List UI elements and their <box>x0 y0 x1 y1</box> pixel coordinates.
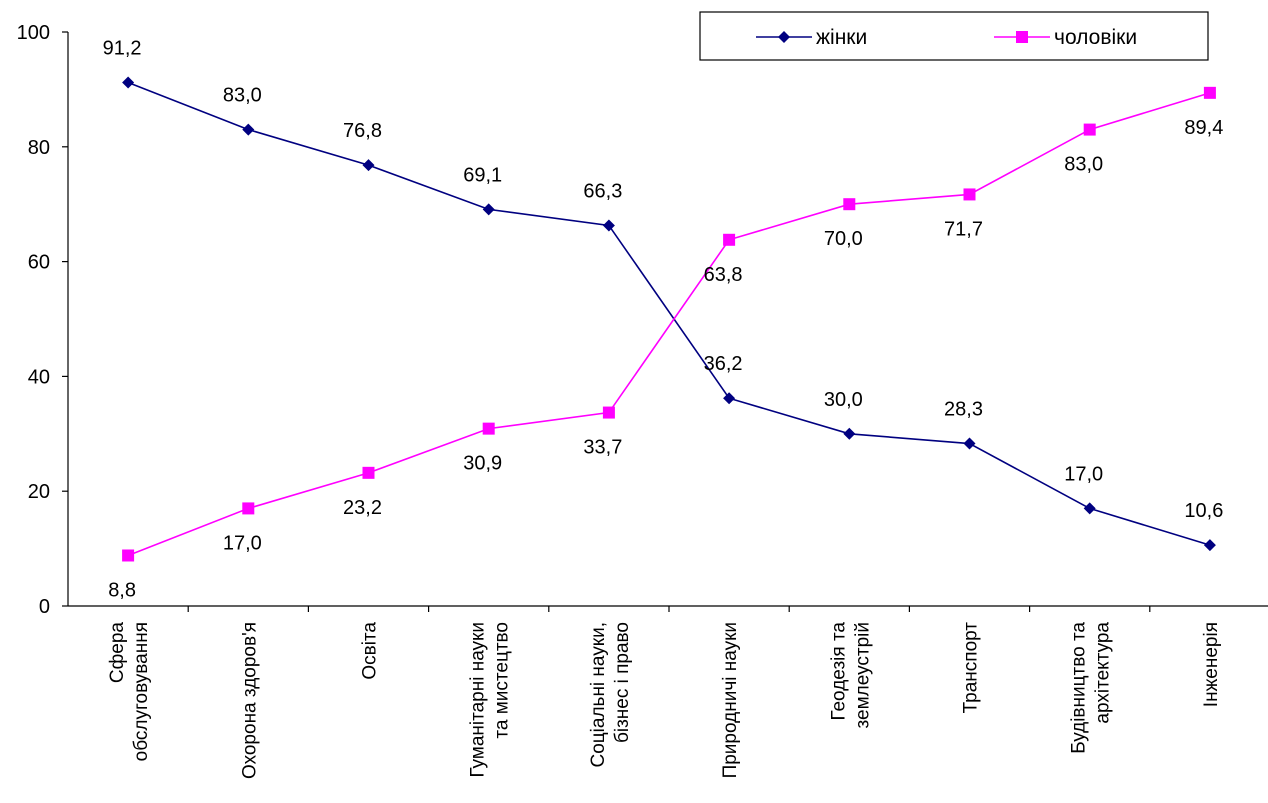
data-label: 28,3 <box>944 399 983 421</box>
x-category-label-line: Геодезія та <box>828 622 849 721</box>
data-point <box>843 427 856 440</box>
data-label: 71,7 <box>944 218 983 240</box>
x-category-label-line: Освіта <box>360 622 381 680</box>
x-category-label: Природничі науки <box>720 622 741 778</box>
data-point <box>1203 86 1216 99</box>
x-category-label-line: та мистецтво <box>492 622 513 739</box>
x-category-label-line: Сфера <box>107 622 128 683</box>
data-label: 10,6 <box>1184 500 1223 522</box>
data-label: 76,8 <box>343 120 382 142</box>
data-point <box>242 123 255 136</box>
data-label: 69,1 <box>463 164 502 186</box>
data-point <box>843 198 856 211</box>
x-category-label: Гуманітарні науки та мистецтво <box>468 622 513 778</box>
data-label: 17,0 <box>1064 463 1103 485</box>
data-label: 63,8 <box>704 264 743 286</box>
data-label: 89,4 <box>1184 117 1223 139</box>
y-tick-label: 100 <box>17 22 50 44</box>
legend: жінки чоловіки <box>699 11 1209 61</box>
data-point <box>723 392 736 405</box>
data-point <box>602 219 615 232</box>
y-tick-label: 0 <box>39 596 50 618</box>
data-label: 66,3 <box>583 180 622 202</box>
x-category-label-line: Природничі науки <box>720 622 741 778</box>
legend-label-women: жінки <box>816 26 867 49</box>
y-tick-label: 80 <box>28 137 50 159</box>
x-category-label-line: архітектура <box>1093 622 1114 724</box>
legend-marker-women <box>778 31 790 43</box>
data-point <box>122 549 135 562</box>
data-point <box>1083 123 1096 136</box>
series-men: 8,8 17,0 23,2 30,9 33,7 63,8 70,0 71,7 83,0 89,4 <box>108 86 1223 601</box>
data-point <box>362 466 375 479</box>
x-category-label: Транспорт <box>961 622 982 714</box>
data-label: 70,0 <box>824 228 863 250</box>
data-label: 91,2 <box>103 38 142 60</box>
series-layer: 91,2 83,0 76,8 69,1 66,3 36,2 30,0 28,3 17,0 10,6… <box>103 38 1224 602</box>
x-category-label: Інженерія <box>1201 622 1222 707</box>
data-label: 30,9 <box>463 453 502 475</box>
data-point <box>242 502 255 515</box>
series-line <box>127 92 1211 557</box>
data-label: 36,2 <box>704 353 743 375</box>
y-tick-label: 60 <box>28 252 50 274</box>
x-category-label-line: Гуманітарні науки <box>468 622 489 778</box>
x-category-label: Будівництво та архітектура <box>1069 622 1114 754</box>
x-category-label-line: бізнес і право <box>612 622 633 743</box>
data-point <box>963 188 976 201</box>
data-point <box>1203 539 1216 552</box>
data-label: 33,7 <box>583 437 622 459</box>
x-category-label-line: Будівництво та <box>1069 622 1090 754</box>
x-category-label-line: землеустрій <box>852 622 873 728</box>
x-category-label-line: Охорона здоров'я <box>239 622 260 779</box>
data-label: 23,2 <box>343 497 382 519</box>
data-point <box>362 159 375 172</box>
x-category-label: Геодезія та землеустрій <box>828 622 873 729</box>
data-point <box>482 422 495 435</box>
y-tick-label: 40 <box>28 366 50 388</box>
legend-label-men: чоловіки <box>1054 26 1137 49</box>
data-point <box>963 437 976 450</box>
axes <box>67 32 1268 607</box>
legend-marker-men <box>1016 31 1028 43</box>
data-label: 83,0 <box>1064 154 1103 176</box>
data-label: 8,8 <box>108 579 136 601</box>
data-label: 30,0 <box>824 389 863 411</box>
data-point <box>482 203 495 216</box>
data-point <box>1083 502 1096 515</box>
x-axis-labels: Сфера обслуговування Охорона здоров'я Освіт… <box>107 622 1222 779</box>
y-axis-ticks: 0 20 40 60 80 100 <box>17 22 1151 618</box>
x-category-label-line: обслуговування <box>131 622 152 761</box>
x-category-label-line: Транспорт <box>961 622 982 714</box>
x-category-label: Освіта <box>360 622 381 680</box>
data-point <box>723 233 736 246</box>
x-category-label: Соціальні науки, бізнес і право <box>588 622 633 768</box>
data-label: 17,0 <box>223 532 262 554</box>
y-tick-label: 20 <box>28 481 50 503</box>
data-label: 83,0 <box>223 85 262 107</box>
x-category-label: Сфера обслуговування <box>107 622 152 762</box>
x-category-label-line: Соціальні науки, <box>588 622 609 768</box>
data-point <box>602 406 615 419</box>
series-line <box>127 81 1211 546</box>
series-women: 91,2 83,0 76,8 69,1 66,3 36,2 30,0 28,3 17,0 10,6 <box>103 38 1223 552</box>
data-point <box>122 76 135 89</box>
x-category-label: Охорона здоров'я <box>239 622 260 779</box>
x-category-label-line: Інженерія <box>1201 622 1222 707</box>
